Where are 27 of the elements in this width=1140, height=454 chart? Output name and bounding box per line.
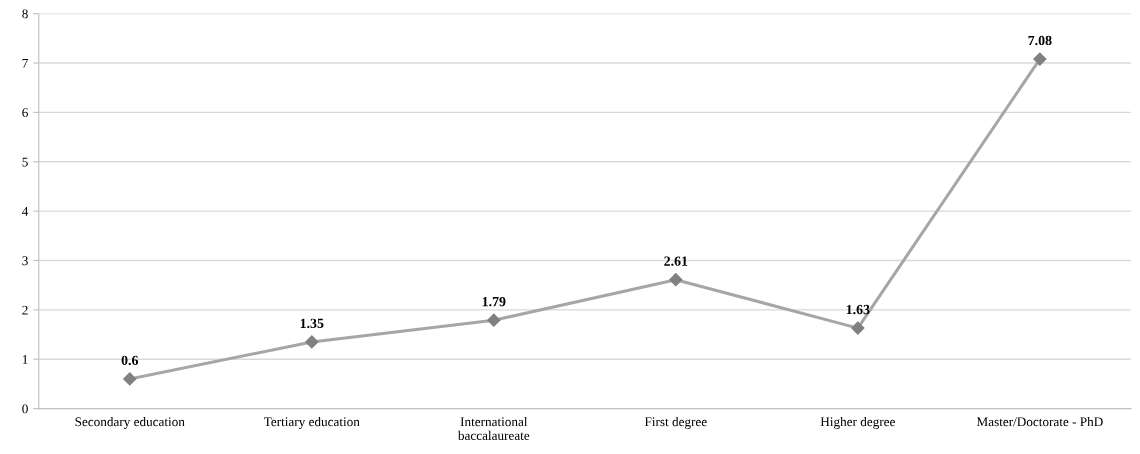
y-tick-label: 2 bbox=[22, 305, 28, 315]
y-tick-label: 6 bbox=[22, 108, 28, 118]
x-tick-label: First degree bbox=[644, 416, 707, 429]
y-tick-label: 7 bbox=[22, 58, 28, 68]
y-tick-label: 0 bbox=[22, 404, 28, 414]
x-tick-label: Master/Doctorate - PhD bbox=[976, 416, 1103, 427]
x-tick-label: Higher degree bbox=[820, 416, 895, 429]
point bbox=[487, 313, 501, 327]
data-label: 1.63 bbox=[846, 304, 870, 315]
y-tick-label: 5 bbox=[22, 157, 28, 167]
y-tick-label: 3 bbox=[22, 256, 28, 266]
y-tick-label: 8 bbox=[22, 9, 28, 19]
x-tick-label: International baccalaureate bbox=[457, 416, 530, 441]
x-tick-label: Secondary education bbox=[75, 416, 185, 429]
x-tick-label: Tertiary education bbox=[263, 416, 360, 429]
point bbox=[669, 273, 683, 287]
point bbox=[1033, 52, 1047, 66]
point bbox=[305, 335, 319, 349]
y-tick-label: 1 bbox=[22, 355, 28, 364]
point bbox=[123, 372, 137, 386]
data-label: 2.61 bbox=[664, 256, 688, 266]
data-label: 1.79 bbox=[482, 296, 506, 307]
data-label: 7.08 bbox=[1028, 35, 1052, 46]
data-label: 0.6 bbox=[121, 355, 139, 366]
data-label: 1.35 bbox=[300, 318, 324, 329]
point bbox=[851, 321, 865, 335]
y-tick-label: 4 bbox=[22, 207, 29, 216]
